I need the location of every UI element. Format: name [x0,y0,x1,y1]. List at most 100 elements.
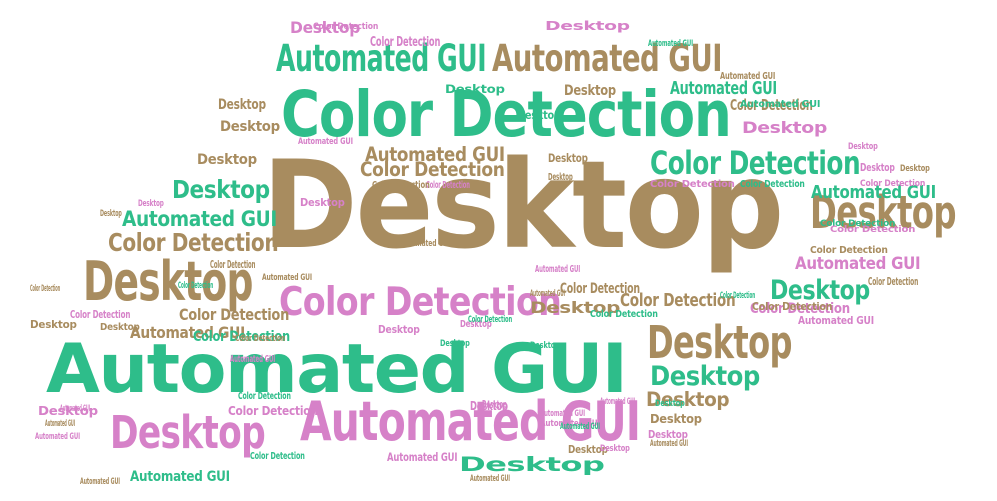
cloud-word: Desktop [459,453,605,476]
cloud-word: Desktop [470,398,508,413]
cloud-word: Automated GUI [276,36,487,80]
cloud-word: Desktop [138,199,164,209]
cloud-word: Color Detection [372,180,430,191]
cloud-word: Desktop [530,341,560,351]
cloud-word: Color Detection [730,96,813,114]
cloud-word: Color Detection [868,275,919,288]
cloud-word: Color Detection [30,284,61,294]
cloud-word: Desktop [100,209,122,219]
cloud-word: Desktop [300,196,345,209]
cloud-word: Color Detection [108,228,279,257]
cloud-word: Automated GUI [80,477,120,487]
cloud-word: Automated GUI [540,409,585,419]
cloud-word: Automated GUI [740,99,821,110]
cloud-word: Desktop [648,428,688,441]
cloud-word: Desktop [517,108,561,122]
cloud-word: Color Detection [250,451,305,462]
cloud-word: Automated GUI [795,254,921,274]
cloud-word: Desktop [440,339,470,349]
cloud-word: Automated GUI [45,419,75,429]
cloud-word: Automated GUI [46,329,628,408]
cloud-word: Color Detection [590,309,658,320]
cloud-word: Color Detection [210,258,256,271]
cloud-word: Automated GUI [648,39,693,49]
cloud-word: Color Detection [279,279,562,325]
cloud-word: Color Detection [720,291,756,301]
cloud-word: Color Detection [179,305,290,324]
cloud-word: Color Detection [620,290,736,311]
cloud-word: Automated GUI [720,71,776,82]
cloud-word: Automated GUI [35,432,80,442]
cloud-word: Desktop [100,322,140,333]
cloud-word: Desktop [646,388,730,411]
cloud-word: Desktop [482,398,507,411]
cloud-word: Desktop [655,399,685,409]
cloud-word: Desktop [530,298,621,317]
cloud-word: Desktop [848,142,878,152]
cloud-word: Desktop [30,318,77,331]
cloud-word: Color Detection [238,391,291,402]
cloud-word: Color Detection [313,22,379,32]
cloud-word: Automated GUI [600,397,636,407]
cloud-word: Automated GUI [470,474,510,484]
cloud-word: Automated GUI [298,137,353,147]
cloud-word: Desktop [172,175,270,204]
cloud-word: Automated GUI [400,239,451,249]
cloud-word: Desktop [218,97,266,113]
cloud-word: Automated GUI [387,450,458,464]
cloud-word: Desktop [568,443,608,456]
cloud-word: Desktop [647,316,793,369]
cloud-word: Automated GUI [300,390,641,453]
cloud-word: Color Detection [370,34,441,50]
cloud-word: Desktop [83,250,253,313]
cloud-word: Desktop [545,18,630,33]
cloud-word: Automated GUI [670,78,777,99]
cloud-word: Automated GUI [811,182,936,203]
cloud-word: Desktop [460,319,492,330]
cloud-word: Color Detection [281,78,732,151]
cloud-word: Desktop [290,18,361,37]
cloud-word: Color Detection [750,301,850,317]
cloud-word: Automated GUI [535,264,581,275]
cloud-word: Color Detection [740,179,805,190]
cloud-word: Desktop [860,161,895,174]
cloud-word: Automated GUI [130,323,245,342]
cloud-word: Automated GUI [122,207,277,232]
cloud-word: Desktop [548,151,588,165]
cloud-word: Color Detection [360,158,505,181]
cloud-word: Automated GUI [262,273,313,283]
cloud-word: Automated GUI [230,354,276,365]
cloud-word: Color Detection [560,281,640,297]
cloud-word: Color Detection [178,281,214,291]
cloud-word: Color Detection [70,308,131,321]
cloud-word: Color Detection [752,300,833,313]
cloud-word: Desktop [220,119,280,135]
cloud-word: Color Detection [228,403,318,418]
cloud-word: Color Detection [193,329,290,345]
cloud-word: Desktop [262,134,784,276]
cloud-word: Desktop [564,83,616,99]
cloud-word: Desktop [650,411,702,426]
cloud-word: Automated GUI [60,404,90,414]
cloud-word: Color Detection [820,219,896,229]
cloud-word: Color Detection [860,179,926,189]
cloud-word: Color Detection [235,334,286,344]
cloud-word: Color Detection [810,245,888,256]
cloud-word: Color Detection [650,144,861,182]
cloud-word: Desktop [445,82,505,96]
cloud-word: Automated GUI [540,419,600,429]
cloud-word: Desktop [742,118,827,137]
cloud-word: Automated GUI [130,469,230,485]
cloud-word: Color Detection [426,180,470,191]
cloud-word: Desktop [197,152,257,168]
cloud-word: Desktop [548,172,573,183]
cloud-word: Desktop [900,164,930,174]
cloud-word: Automated GUI [530,289,566,299]
cloud-word: Desktop [600,444,630,454]
cloud-word: Desktop [110,406,266,459]
cloud-word: Color Detection [830,225,916,235]
cloud-word: Automated GUI [650,439,689,449]
cloud-word: Automated GUI [365,143,505,166]
cloud-word: Color Detection [650,179,735,190]
